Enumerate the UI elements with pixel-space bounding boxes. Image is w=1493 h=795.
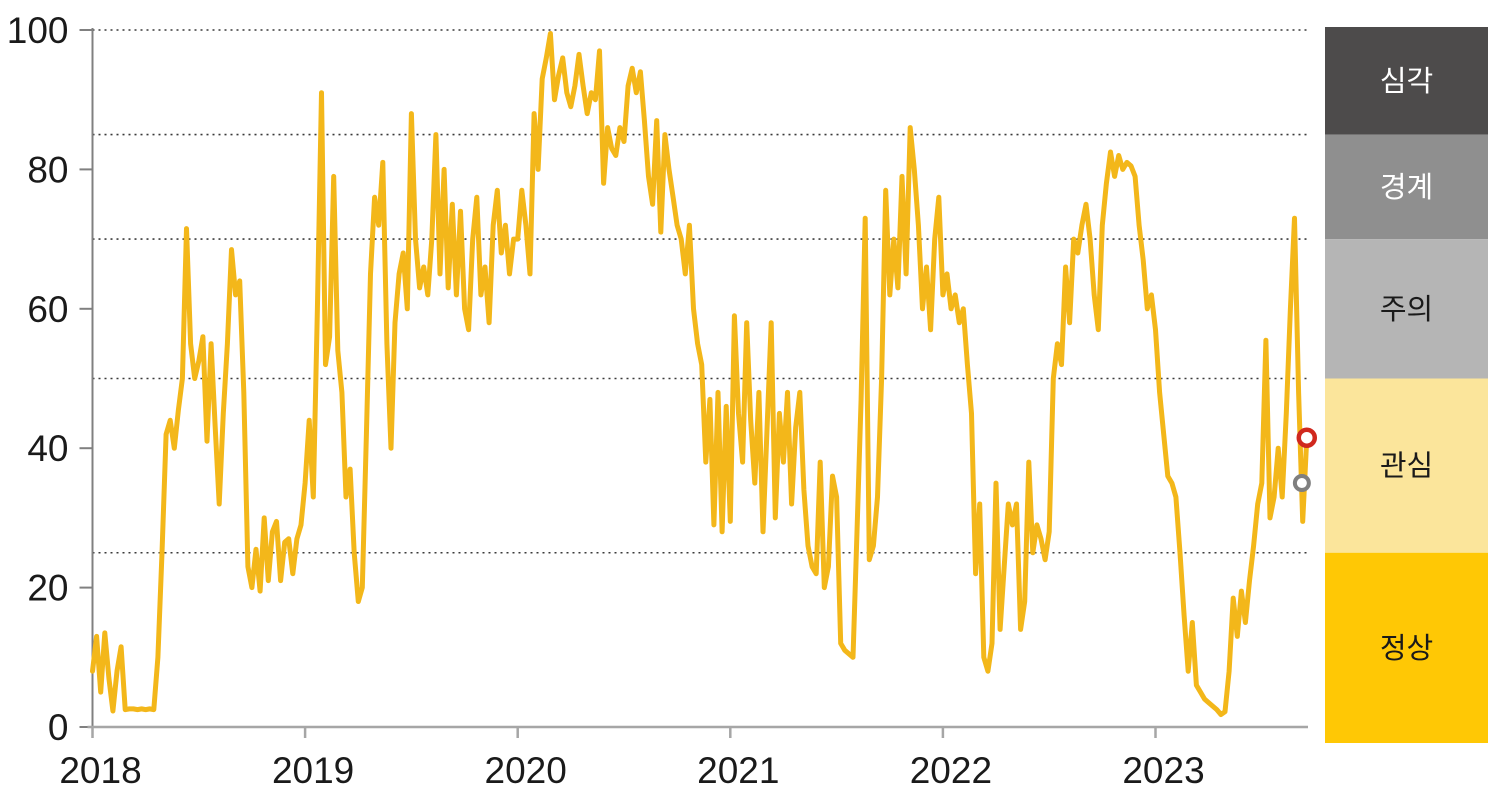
- x-axis-year-label: 2021: [697, 750, 779, 791]
- axes-group: [79, 28, 1308, 738]
- legend-band-label: 주의: [1380, 294, 1433, 326]
- stress-index-line: [90, 31, 1310, 717]
- legend-band-label: 정상: [1380, 633, 1433, 665]
- gridlines-group: [92, 29, 1310, 554]
- x-axis-year-label: 2020: [485, 750, 567, 791]
- latest-point-marker: [1296, 427, 1318, 448]
- y-axis-tick-label: 0: [48, 707, 69, 748]
- previous-point-marker: [1292, 474, 1311, 493]
- axis-labels-group: 0 20 40 60 80 100 2018 2019 2020 2021 2022 2023: [7, 10, 1205, 791]
- legend-band-label: 심각: [1380, 66, 1433, 98]
- x-axis-year-label: 2022: [910, 750, 992, 791]
- legend-band-심각: [1325, 27, 1488, 135]
- markers-group: [1292, 427, 1318, 493]
- series-group: [90, 31, 1310, 717]
- legend-band-경계: [1325, 134, 1488, 240]
- legend-band-주의: [1325, 239, 1488, 379]
- y-axis-tick-label: 80: [27, 149, 68, 190]
- y-axis-tick-label: 40: [27, 428, 68, 469]
- y-axis-tick-label: 60: [27, 289, 68, 330]
- legend-band-관심: [1325, 378, 1488, 553]
- x-axis-year-label: 2018: [59, 750, 141, 791]
- x-axis-year-label: 2019: [272, 750, 354, 791]
- x-axis-year-label: 2023: [1122, 750, 1204, 791]
- y-axis-tick-label: 20: [27, 568, 68, 609]
- legend-band-label: 관심: [1380, 451, 1433, 483]
- legend-band-정상: [1325, 552, 1488, 743]
- y-axis-tick-label: 100: [7, 10, 69, 51]
- legend-band-label: 경계: [1380, 172, 1433, 204]
